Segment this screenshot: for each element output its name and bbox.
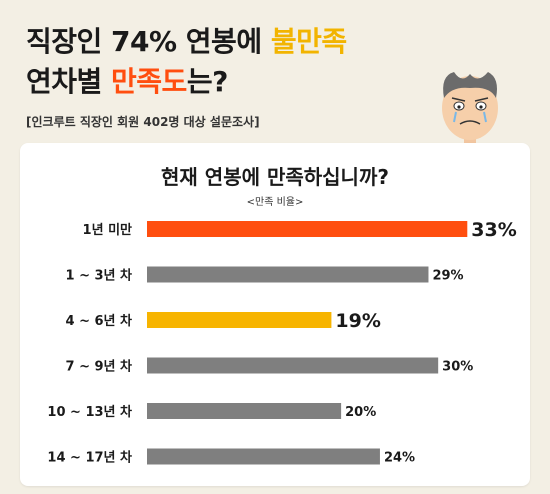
bar [147,312,332,328]
value-label: 19% [335,310,380,332]
survey-source: [인크루트 직장인 회원 402명 대상 설문조사] [26,115,260,129]
bar-chart: 1년 미만 33% 1 ~ 3년 차 29% 4 ~ 6년 차 19% 7 ~ 9년 차 30… [47,219,516,466]
category-label: 7 ~ 9년 차 [66,359,133,375]
headline-line2: 연차별 만족도는? [26,62,347,102]
headline-line1-text: 직장인 74% 연봉에 [26,25,271,58]
value-label: 30% [442,360,473,375]
headline-highlight-satisfaction: 만족도 [111,65,187,98]
bar [147,403,342,419]
value-label: 29% [432,269,463,284]
bar [147,266,429,283]
value-label: 20% [345,405,376,420]
category-label: 14 ~ 17년 차 [47,450,132,466]
headline-highlight-dissatisfied: 불만족 [270,25,347,58]
chart-subtitle: <만족 비율> [246,197,304,208]
headline-line2-suffix: 는? [186,65,229,98]
chart-title: 현재 연봉에 만족하십니까? [161,165,389,189]
headline-line1: 직장인 74% 연봉에 불만족 [26,22,347,62]
category-label: 1 ~ 3년 차 [66,268,133,284]
category-label: 4 ~ 6년 차 [66,313,133,329]
value-label: 33% [471,219,516,241]
headline-line2-text: 연차별 [26,65,112,98]
category-label: 10 ~ 13년 차 [47,404,132,420]
headline: 직장인 74% 연봉에 불만족 연차별 만족도는? [26,22,347,102]
bar [147,448,380,465]
bar [147,357,439,374]
bar [147,221,468,237]
chart-card: 현재 연봉에 만족하십니까? <만족 비율> 1년 미만 33% 1 ~ 3년 차 2… [20,143,530,486]
category-label: 1년 미만 [83,222,132,238]
value-label: 24% [384,451,415,466]
